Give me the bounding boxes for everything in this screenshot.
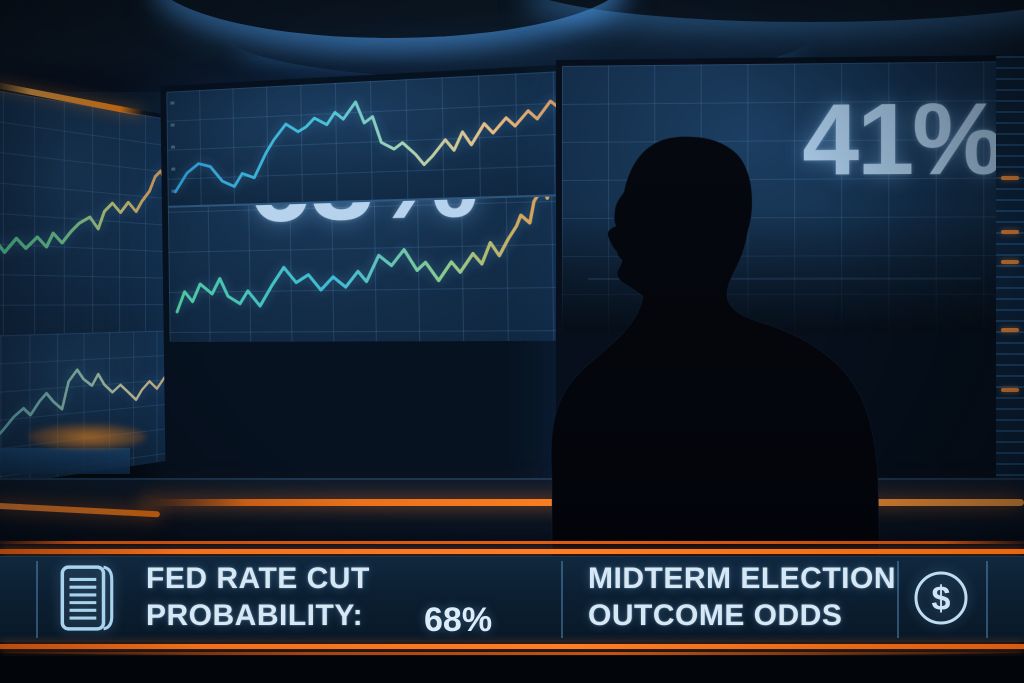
dollar-symbol: $ (932, 580, 951, 618)
ticker-highlight (1001, 176, 1019, 180)
banner-bottom-line (0, 644, 1024, 649)
fed-rate-label-line2: PROBABILITY: (146, 599, 364, 632)
banner-top-line-outer (0, 541, 1024, 544)
dollar-icon: $ (914, 571, 968, 625)
trend-line (0, 138, 177, 271)
ticker-highlight (1001, 230, 1019, 234)
side-ticker-panel (996, 56, 1024, 508)
wall-top-trend-chart (0, 86, 182, 336)
banner-divider (986, 561, 988, 638)
ticker-stripes (996, 56, 1024, 508)
silhouette-shape (550, 136, 881, 582)
side-wall-chart-top (0, 85, 183, 337)
foreground-desk-front (0, 656, 1024, 683)
document-icon (60, 565, 114, 631)
banner-divider (561, 561, 563, 638)
fed-rate-banner-value: 68% (424, 601, 493, 639)
side-shelf (0, 448, 130, 474)
ticker-highlight (1001, 328, 1019, 332)
floor-glow (28, 424, 146, 450)
banner-bottom-line-outer (0, 652, 1024, 655)
lower-third-banner: FED RATE CUT PROBABILITY: 68% MIDTERM EL… (0, 556, 1024, 642)
banner-divider (897, 561, 899, 638)
ticker-highlight (1001, 260, 1019, 264)
person-silhouette (550, 136, 881, 582)
banner-divider (36, 561, 38, 638)
election-label-line2: OUTCOME ODDS (588, 599, 843, 632)
fed-rate-label-line1: FED RATE CUT (146, 562, 370, 595)
trend-line (174, 86, 578, 192)
banner-top-line (0, 549, 1024, 554)
ticker-highlight (1001, 388, 1019, 392)
election-label-line1: MIDTERM ELECTION (588, 562, 896, 595)
